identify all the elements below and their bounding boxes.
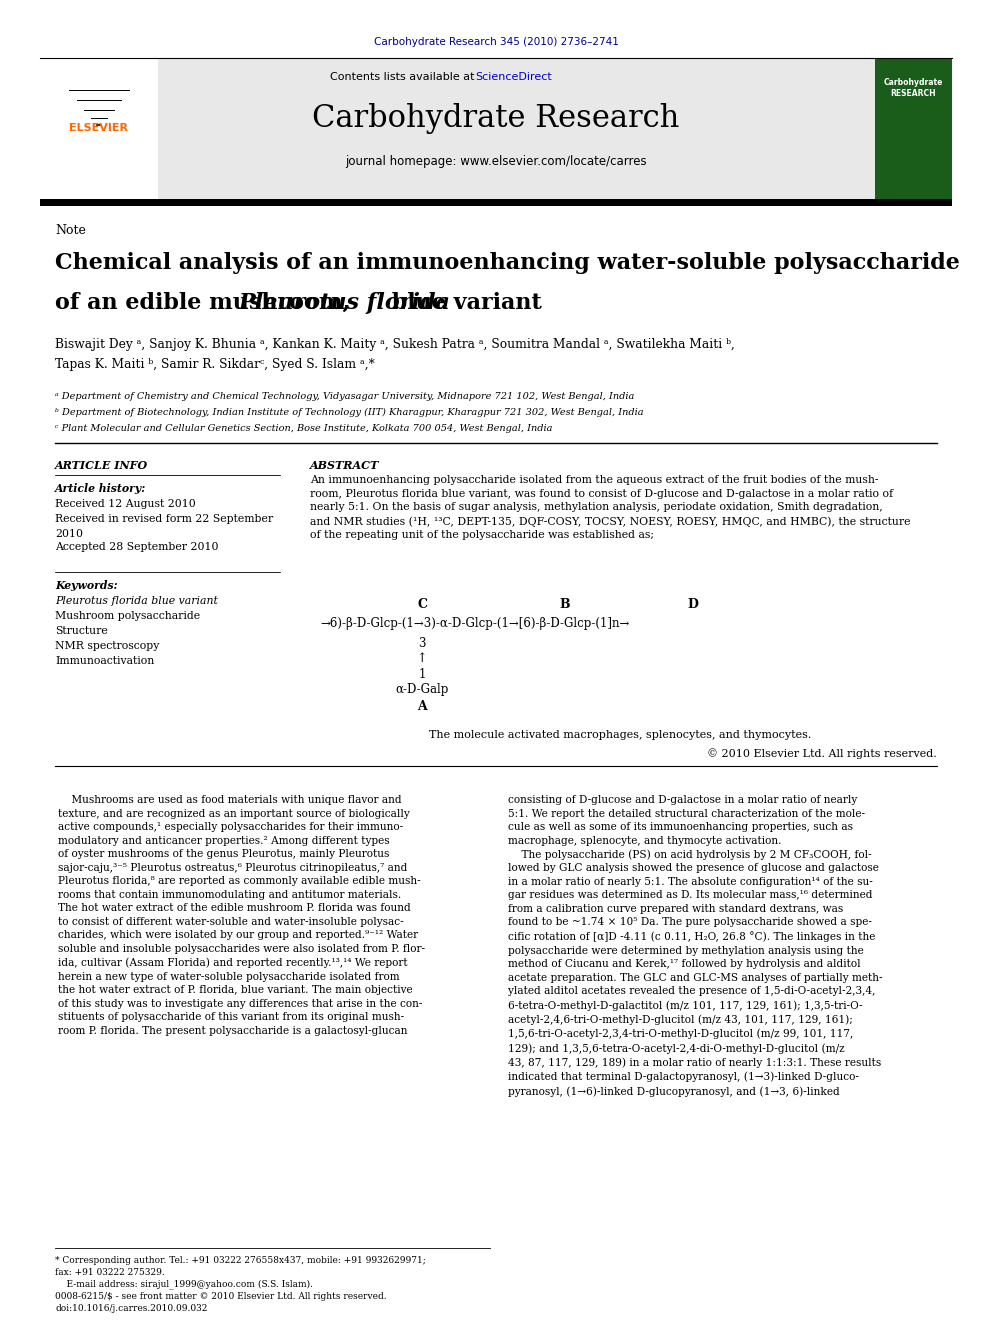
Text: C: C — [417, 598, 427, 611]
Text: 2010: 2010 — [55, 529, 83, 538]
Text: ELSEVIER: ELSEVIER — [69, 123, 129, 134]
Text: Carbohydrate Research: Carbohydrate Research — [312, 102, 680, 134]
Text: 1: 1 — [419, 668, 426, 681]
Text: Tapas K. Maiti ᵇ, Samir R. Sikdarᶜ, Syed S. Islam ᵃ,*: Tapas K. Maiti ᵇ, Samir R. Sikdarᶜ, Syed… — [55, 359, 375, 370]
Text: Contents lists available at: Contents lists available at — [330, 71, 478, 82]
Text: Immunoactivation: Immunoactivation — [55, 656, 154, 665]
Text: ᵃ Department of Chemistry and Chemical Technology, Vidyasagar University, Midnap: ᵃ Department of Chemistry and Chemical T… — [55, 392, 634, 401]
Text: Pleurotus florida: Pleurotus florida — [239, 292, 451, 314]
Text: journal homepage: www.elsevier.com/locate/carres: journal homepage: www.elsevier.com/locat… — [345, 156, 647, 168]
Text: Carbohydrate Research 345 (2010) 2736–2741: Carbohydrate Research 345 (2010) 2736–27… — [374, 37, 618, 48]
Text: Biswajit Dey ᵃ, Sanjoy K. Bhunia ᵃ, Kankan K. Maity ᵃ, Sukesh Patra ᵃ, Soumitra : Biswajit Dey ᵃ, Sanjoy K. Bhunia ᵃ, Kank… — [55, 337, 735, 351]
Text: B: B — [559, 598, 570, 611]
Text: © 2010 Elsevier Ltd. All rights reserved.: © 2010 Elsevier Ltd. All rights reserved… — [707, 747, 937, 759]
Text: →6)-β-D-Glcp-(1→3)-α-D-Glcp-(1→[6)-β-D-Glcp-(1]n→: →6)-β-D-Glcp-(1→3)-α-D-Glcp-(1→[6)-β-D-G… — [320, 617, 629, 630]
Text: Received 12 August 2010: Received 12 August 2010 — [55, 499, 195, 509]
Text: ↑: ↑ — [417, 652, 428, 665]
Bar — [40, 58, 952, 200]
Text: NMR spectroscopy: NMR spectroscopy — [55, 642, 160, 651]
Text: An immunoenhancing polysaccharide isolated from the aqueous extract of the fruit: An immunoenhancing polysaccharide isolat… — [310, 475, 911, 540]
Text: Structure: Structure — [55, 626, 108, 636]
Text: Keywords:: Keywords: — [55, 579, 118, 591]
Text: Mushrooms are used as food materials with unique flavor and
texture, and are rec: Mushrooms are used as food materials wit… — [58, 795, 425, 1036]
Text: The molecule activated macrophages, splenocytes, and thymocytes.: The molecule activated macrophages, sple… — [429, 730, 811, 740]
Text: of an edible mushroom,: of an edible mushroom, — [55, 292, 358, 314]
Bar — [40, 198, 952, 206]
Text: Note: Note — [55, 224, 86, 237]
Text: blue variant: blue variant — [384, 292, 542, 314]
Text: consisting of D-glucose and D-galactose in a molar ratio of nearly
5:1. We repor: consisting of D-glucose and D-galactose … — [508, 795, 883, 1097]
Text: α-D-Galp: α-D-Galp — [396, 683, 448, 696]
Text: ᵇ Department of Biotechnology, Indian Institute of Technology (IIT) Kharagpur, K: ᵇ Department of Biotechnology, Indian In… — [55, 407, 644, 417]
Bar — [875, 58, 952, 200]
Text: Carbohydrate
RESEARCH: Carbohydrate RESEARCH — [883, 78, 942, 98]
Text: Pleurotus florida blue variant: Pleurotus florida blue variant — [55, 595, 218, 606]
Text: ABSTRACT: ABSTRACT — [310, 460, 379, 471]
Text: Received in revised form 22 September: Received in revised form 22 September — [55, 515, 273, 524]
Text: 0008-6215/$ - see front matter © 2010 Elsevier Ltd. All rights reserved.
doi:10.: 0008-6215/$ - see front matter © 2010 El… — [55, 1293, 387, 1312]
Text: 3: 3 — [419, 636, 426, 650]
Text: Chemical analysis of an immunoenhancing water-soluble polysaccharide: Chemical analysis of an immunoenhancing … — [55, 251, 960, 274]
Text: Accepted 28 September 2010: Accepted 28 September 2010 — [55, 542, 218, 552]
Text: ARTICLE INFO: ARTICLE INFO — [55, 460, 148, 471]
Text: Mushroom polysaccharide: Mushroom polysaccharide — [55, 611, 200, 620]
Text: * Corresponding author. Tel.: +91 03222 276558x437, mobile: +91 9932629971;
fax:: * Corresponding author. Tel.: +91 03222 … — [55, 1256, 426, 1290]
Text: D: D — [687, 598, 698, 611]
Text: ᶜ Plant Molecular and Cellular Genetics Section, Bose Institute, Kolkata 700 054: ᶜ Plant Molecular and Cellular Genetics … — [55, 423, 553, 433]
Text: Article history:: Article history: — [55, 483, 146, 493]
Text: A: A — [417, 700, 427, 713]
Text: ScienceDirect: ScienceDirect — [475, 71, 552, 82]
Bar — [40, 58, 158, 200]
